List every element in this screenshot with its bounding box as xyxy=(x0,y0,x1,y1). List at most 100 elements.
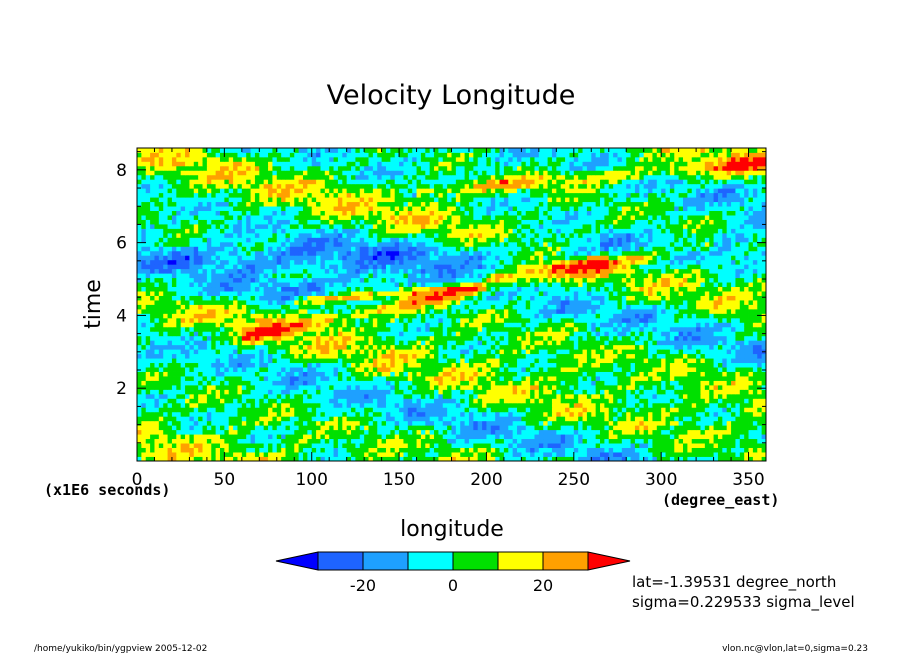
heatmap-cell xyxy=(276,308,282,314)
heatmap-cell xyxy=(517,447,522,453)
heatmap-cell xyxy=(281,420,286,426)
heatmap-cell xyxy=(346,353,352,359)
heatmap-cell xyxy=(455,443,461,448)
heatmap-cell xyxy=(543,313,548,319)
heatmap-cell xyxy=(294,331,300,337)
heatmap-cell xyxy=(141,456,147,462)
heatmap-cell xyxy=(224,452,230,457)
heatmap-cell xyxy=(224,335,230,341)
heatmap-cell xyxy=(224,456,230,462)
heatmap-cell xyxy=(390,331,396,337)
heatmap-cell xyxy=(241,434,247,440)
heatmap-cell xyxy=(346,358,352,364)
heatmap-cell xyxy=(626,393,631,399)
heatmap-cell xyxy=(687,349,693,355)
heatmap-cell xyxy=(145,308,151,314)
heatmap-cell xyxy=(499,344,505,350)
heatmap-cell xyxy=(687,362,693,368)
heatmap-cell xyxy=(176,331,182,337)
heatmap-cell xyxy=(390,429,396,435)
heatmap-cell xyxy=(591,322,597,328)
heatmap-cell xyxy=(250,353,256,359)
heatmap-cell xyxy=(634,367,640,372)
heatmap-cell xyxy=(342,362,348,368)
heatmap-cell xyxy=(259,384,265,390)
heatmap-cell xyxy=(176,389,182,395)
heatmap-cell xyxy=(617,452,623,457)
heatmap-cell xyxy=(307,340,313,346)
heatmap-cell xyxy=(600,340,605,346)
heatmap-cell xyxy=(425,443,431,448)
heatmap-cell xyxy=(503,308,509,314)
heatmap-cell xyxy=(556,438,562,444)
heatmap-cell xyxy=(731,371,736,377)
heatmap-cell xyxy=(495,317,500,323)
heatmap-cell xyxy=(167,376,173,381)
heatmap-cell xyxy=(324,367,330,372)
heatmap-cell xyxy=(525,340,531,346)
heatmap-cell xyxy=(551,398,557,404)
heatmap-cell xyxy=(307,313,313,319)
heatmap-cell xyxy=(455,402,461,408)
heatmap-cell xyxy=(351,353,356,359)
heatmap-cell xyxy=(407,416,413,422)
heatmap-cell xyxy=(285,308,291,314)
heatmap-cell xyxy=(722,411,728,417)
heatmap-cell xyxy=(241,416,247,422)
heatmap-cell xyxy=(669,425,675,431)
heatmap-cell xyxy=(717,452,723,457)
heatmap-cell xyxy=(547,344,553,350)
heatmap-cell xyxy=(438,349,444,355)
heatmap-cell xyxy=(333,335,339,341)
heatmap-cell xyxy=(154,317,160,323)
heatmap-cell xyxy=(757,407,763,413)
heatmap-cell xyxy=(254,313,260,319)
heatmap-cell xyxy=(193,308,199,314)
heatmap-cell xyxy=(508,425,514,431)
heatmap-cell xyxy=(407,447,413,453)
heatmap-cell xyxy=(141,420,147,426)
heatmap-cell xyxy=(158,349,164,355)
heatmap-cell xyxy=(678,420,684,426)
heatmap-cell xyxy=(289,353,295,359)
heatmap-cell xyxy=(289,393,295,399)
heatmap-cell xyxy=(748,456,754,462)
heatmap-cell xyxy=(438,452,444,457)
heatmap-cell xyxy=(180,438,186,444)
heatmap-cell xyxy=(621,326,627,332)
heatmap-cell xyxy=(748,335,754,341)
heatmap-cell xyxy=(704,344,710,350)
heatmap-cell xyxy=(302,447,308,453)
heatmap-cell xyxy=(569,367,575,372)
heatmap-cell xyxy=(573,420,579,426)
heatmap-cell xyxy=(163,456,168,462)
heatmap-cell xyxy=(176,326,182,332)
heatmap-cell xyxy=(302,349,308,355)
heatmap-cell xyxy=(468,425,474,431)
heatmap-cell xyxy=(717,335,723,341)
heatmap-cell xyxy=(403,420,409,426)
heatmap-cell xyxy=(298,304,304,310)
heatmap-cell xyxy=(600,313,605,319)
heatmap-cell xyxy=(630,340,636,346)
heatmap-cell xyxy=(617,353,623,359)
heatmap-cell xyxy=(364,384,369,390)
heatmap-cell xyxy=(678,438,684,444)
heatmap-cell xyxy=(442,371,448,377)
heatmap-cell xyxy=(761,376,767,381)
heatmap-cell xyxy=(669,335,675,341)
heatmap-cell xyxy=(521,308,527,314)
heatmap-cell xyxy=(560,376,566,381)
heatmap-cell xyxy=(364,452,369,457)
heatmap-cell xyxy=(302,358,308,364)
heatmap-cell xyxy=(447,367,452,372)
heatmap-cell xyxy=(259,420,265,426)
heatmap-cell xyxy=(578,429,583,435)
heatmap-cell xyxy=(141,434,147,440)
heatmap-cell xyxy=(202,331,208,337)
heatmap-cell xyxy=(316,313,321,319)
heatmap-cell xyxy=(582,456,588,462)
heatmap-cell xyxy=(394,443,400,448)
heatmap-cell xyxy=(268,434,273,440)
heatmap-cell xyxy=(167,326,173,332)
